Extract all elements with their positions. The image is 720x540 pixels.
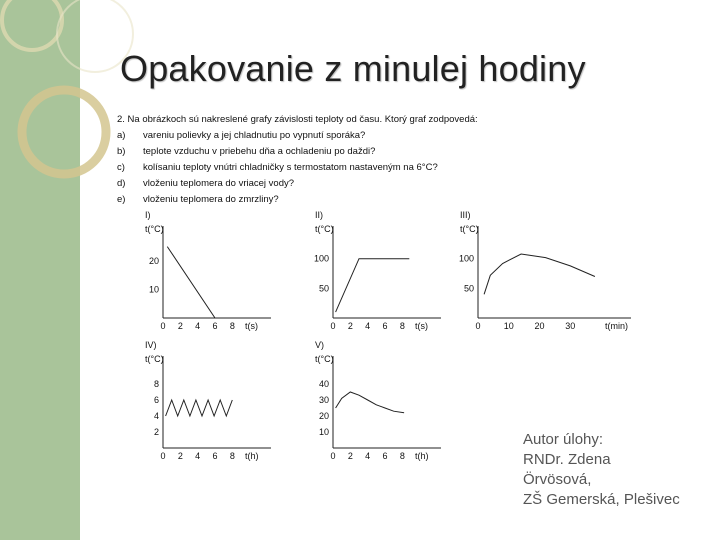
x-tick-label: 6: [212, 321, 217, 331]
task-item-key: e): [117, 194, 126, 205]
y-tick-label: 100: [314, 254, 329, 264]
y-tick-label: 6: [154, 395, 159, 405]
x-tick-label: 6: [382, 321, 387, 331]
decorative-circles: [0, 0, 134, 179]
x-axis-label: t(s): [415, 321, 428, 331]
x-tick-label: 0: [160, 321, 165, 331]
y-tick-label: 10: [149, 284, 159, 294]
task-item-text: vareniu polievky a jej chladnutiu po vyp…: [143, 130, 366, 141]
task-item-d: d) vloženiu teplomera do vriacej vody?: [117, 178, 294, 189]
y-tick-label: 4: [154, 411, 159, 421]
x-tick-label: 4: [365, 321, 370, 331]
y-tick-label: 2: [154, 427, 159, 437]
series-line: [335, 391, 405, 414]
x-tick-label: 6: [382, 451, 387, 461]
x-tick-label: 8: [230, 451, 235, 461]
task-item-b: b) teplote vzduchu v priebehu dňa a ochla…: [117, 146, 375, 157]
graph-label: III): [460, 210, 471, 220]
x-tick-label: 2: [178, 321, 183, 331]
task-item-a: a) vareniu polievky a jej chladnutiu po v…: [117, 130, 365, 141]
author-line: Autor úlohy:: [523, 431, 604, 448]
y-tick-label: 20: [149, 256, 159, 266]
task-item-text: kolísaniu teploty vnútri chladničky s te…: [143, 162, 438, 173]
x-tick-label: 2: [348, 451, 353, 461]
series-line: [165, 398, 233, 418]
graph-label: I): [145, 210, 151, 220]
task-item-key: c): [117, 162, 125, 173]
x-tick-label: 0: [160, 451, 165, 461]
x-tick-label: 30: [565, 321, 575, 331]
task-item-text: teplote vzduchu v priebehu dňa a ochlade…: [143, 146, 376, 157]
x-tick-label: 8: [230, 321, 235, 331]
y-tick-label: 8: [154, 379, 159, 389]
y-axis-label: t(°C): [145, 354, 164, 364]
x-axis-label: t(h): [245, 451, 259, 461]
y-tick-label: 10: [319, 427, 329, 437]
y-tick-label: 100: [459, 254, 474, 264]
graph-label: IV): [145, 340, 157, 350]
task-item-key: a): [117, 130, 126, 141]
x-axis-label: t(s): [245, 321, 258, 331]
x-tick-label: 2: [348, 321, 353, 331]
author-credit: Autor úlohy: RNDr. Zdena Örvösová, ZŠ Ge…: [523, 430, 680, 510]
x-tick-label: 4: [365, 451, 370, 461]
series-line: [483, 253, 596, 295]
x-tick-label: 2: [178, 451, 183, 461]
x-tick-label: 8: [400, 451, 405, 461]
x-tick-label: 0: [330, 451, 335, 461]
x-tick-label: 8: [400, 321, 405, 331]
task-item-e: e) vloženiu teplomera do zmrzliny?: [117, 194, 279, 205]
x-tick-label: 20: [534, 321, 544, 331]
author-line: ZŠ Gemerská, Plešivec: [523, 491, 680, 508]
y-axis-label: t(°C): [315, 354, 334, 364]
x-axis-label: t(min): [605, 321, 628, 331]
y-tick-label: 30: [319, 395, 329, 405]
x-tick-label: 10: [504, 321, 514, 331]
task-item-text: vloženiu teplomera do vriacej vody?: [143, 178, 295, 189]
task-item-text: vloženiu teplomera do zmrzliny?: [143, 194, 279, 205]
y-tick-label: 50: [464, 283, 474, 293]
task-item-key: b): [117, 146, 126, 157]
y-axis-label: t(°C): [145, 224, 164, 234]
y-tick-label: 50: [319, 283, 329, 293]
x-tick-label: 0: [330, 321, 335, 331]
x-tick-label: 4: [195, 451, 200, 461]
x-tick-label: 6: [212, 451, 217, 461]
x-tick-label: 4: [195, 321, 200, 331]
y-tick-label: 40: [319, 379, 329, 389]
y-axis-label: t(°C): [315, 224, 334, 234]
series-line: [166, 246, 240, 319]
x-axis-label: t(h): [415, 451, 429, 461]
author-line: Örvösová,: [523, 471, 592, 488]
task-item-key: d): [117, 178, 126, 189]
y-tick-label: 20: [319, 411, 329, 421]
slide-title: Opakovanie z minulej hodiny: [120, 48, 586, 89]
graph-label: II): [315, 210, 323, 220]
task-item-c: c) kolísaniu teploty vnútri chladničky s …: [117, 162, 438, 173]
task-image: 2. Na obrázkoch sú nakreslené grafy závi…: [117, 110, 637, 480]
series-line: [335, 258, 410, 313]
author-line: RNDr. Zdena: [523, 451, 611, 468]
graph-label: V): [315, 340, 324, 350]
x-tick-label: 0: [475, 321, 480, 331]
task-question: 2. Na obrázkoch sú nakreslené grafy závi…: [117, 114, 478, 125]
y-axis-label: t(°C): [460, 224, 479, 234]
